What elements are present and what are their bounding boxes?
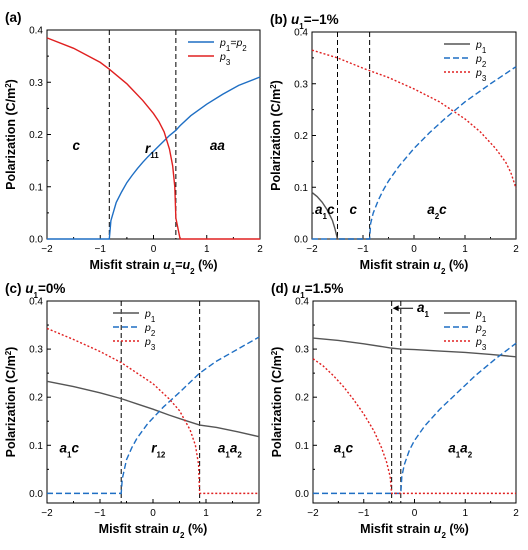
phase-region-label: a1a2	[218, 441, 242, 460]
y-tick-label: 0.0	[29, 489, 43, 500]
phase-region-label: a1a2	[448, 441, 472, 460]
legend-label: p2	[144, 322, 156, 338]
y-tick-label: 0.0	[294, 235, 308, 246]
y-tick-label: 0.2	[294, 131, 308, 142]
x-tick-label: −1	[94, 508, 106, 519]
x-tick-label: −2	[307, 508, 319, 519]
y-tick-label: 0.3	[295, 345, 309, 356]
y-tick-label: 0.4	[29, 297, 43, 308]
series-line-p1	[46, 380, 260, 438]
legend-label: p2	[475, 322, 487, 338]
y-tick-label: 0.1	[29, 182, 43, 193]
panel-c: −2 −1 0 1 2 0.0 0.1 0.2 0.3 0.4 Misfit strain u2 (…	[4, 281, 263, 540]
phase-region-label: c	[350, 202, 358, 217]
x-tick-label: 0	[412, 508, 418, 519]
y-tick-label: 0.2	[29, 130, 43, 141]
phase-region-label: r11	[145, 141, 159, 160]
x-tick-label: 1	[462, 508, 468, 519]
legend-label: p3	[475, 67, 487, 83]
x-tick-label: −1	[95, 244, 107, 255]
panel-d: −2 −1 0 1 2 0.0 0.1 0.2 0.3 0.4 Misfit strain u2 (…	[270, 281, 520, 540]
phase-region-label: c	[73, 138, 81, 153]
series-line-p3	[312, 358, 516, 495]
y-tick-label: 0.1	[295, 441, 309, 452]
x-axis-label: Misfit strain u2 (%)	[360, 522, 469, 540]
y-axis-label: Polarization (C/m2)	[4, 347, 19, 458]
x-tick-label: 0	[411, 244, 417, 255]
annotation-label: a1	[417, 300, 430, 319]
x-tick-label: 2	[257, 244, 263, 255]
legend-label: p3	[475, 336, 487, 352]
y-tick-label: 0.4	[294, 28, 308, 39]
y-tick-label: 0.0	[295, 489, 309, 500]
phase-region-label: a2c	[427, 202, 447, 221]
panel-title: (b) u1=–1%	[270, 12, 339, 31]
y-tick-label: 0.3	[294, 79, 308, 90]
y-tick-label: 0.3	[29, 78, 43, 89]
y-tick-label: 0.2	[29, 393, 43, 404]
x-tick-label: −1	[357, 244, 369, 255]
phase-region-label: a1c	[334, 441, 354, 460]
x-tick-label: 2	[513, 508, 519, 519]
series-line-p2	[313, 342, 517, 495]
series-line-p3	[46, 327, 259, 495]
series-line-p2	[47, 336, 260, 495]
x-tick-label: −1	[358, 508, 370, 519]
series-line-p1=p2	[47, 76, 261, 240]
phase-region-label: aa	[210, 138, 226, 153]
y-axis-label: Polarization (C/m2)	[270, 347, 285, 458]
series-line-p1	[312, 337, 517, 358]
y-tick-label: 0.1	[29, 441, 43, 452]
series-line-p3	[46, 37, 260, 240]
x-axis-label: Misfit strain u2 (%)	[99, 522, 208, 540]
y-tick-label: 0.4	[295, 297, 309, 308]
legend-label: p1	[475, 308, 487, 324]
y-axis-label: Polarization (C/m2)	[4, 79, 19, 190]
legend-label: p3	[144, 336, 156, 352]
series-line-p2	[312, 66, 517, 240]
x-tick-label: 0	[150, 508, 156, 519]
panel-title: (d) u1=1.5%	[271, 281, 343, 300]
legend-label: p1	[475, 39, 487, 55]
series-line-p3	[311, 49, 517, 189]
phase-region-label: a1c	[60, 441, 80, 460]
x-tick-label: −2	[306, 244, 318, 255]
y-tick-label: 0.3	[29, 345, 43, 356]
phase-region-label: r12	[151, 441, 166, 460]
legend-label: p1	[144, 308, 156, 324]
y-tick-label: 0.4	[29, 26, 43, 37]
y-tick-label: 0.0	[29, 235, 43, 246]
x-tick-label: 2	[256, 508, 262, 519]
y-tick-label: 0.1	[294, 183, 308, 194]
y-tick-label: 0.2	[295, 393, 309, 404]
x-axis-label: Misfit strain u1=u2 (%)	[89, 258, 217, 276]
x-tick-label: 0	[151, 244, 157, 255]
x-tick-label: 2	[513, 244, 519, 255]
panel-title: (a)	[5, 10, 22, 25]
x-tick-label: −2	[41, 508, 53, 519]
legend-label: p2	[475, 53, 487, 69]
x-tick-label: −2	[41, 244, 53, 255]
legend-label: p3	[219, 51, 231, 67]
series-line-p1	[311, 191, 516, 240]
panel-b: −2 −1 0 1 2 0.0 0.1 0.2 0.3 0.4 Misfit strain u2 (…	[269, 12, 520, 276]
x-tick-label: 1	[462, 244, 468, 255]
annotation-arrowhead	[392, 305, 399, 312]
panel-title: (c) u1=0%	[5, 281, 65, 300]
x-axis-label: Misfit strain u2 (%)	[360, 258, 469, 276]
phase-region-label: a1c	[315, 202, 335, 221]
legend-label: p1=p2	[219, 37, 247, 53]
y-axis-label: Polarization (C/m2)	[269, 80, 284, 191]
x-tick-label: 1	[203, 508, 209, 519]
panel-a: −2 −1 0 1 2 0.0 0.1 0.2 0.3 0.4 Misfit strain u1=u…	[4, 10, 264, 276]
x-tick-label: 1	[204, 244, 210, 255]
